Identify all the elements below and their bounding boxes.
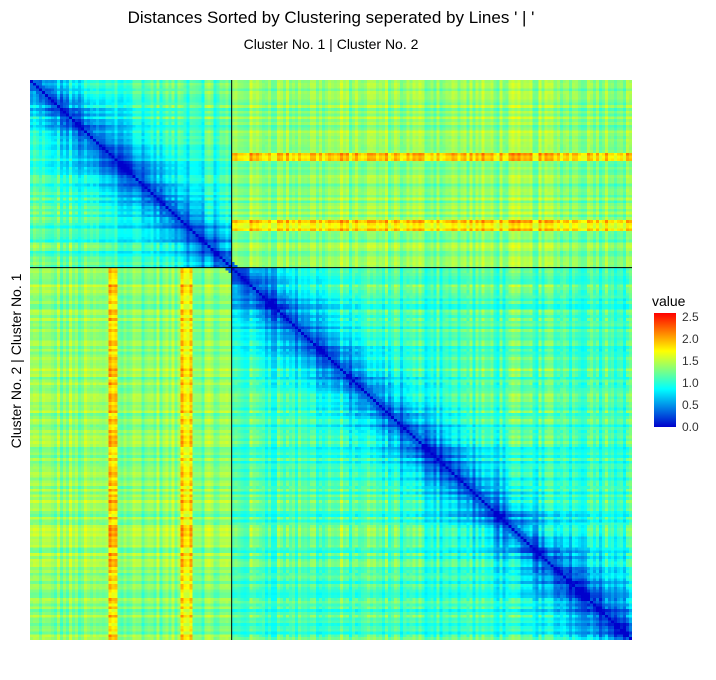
legend-tick-label: 0.0 xyxy=(682,420,699,434)
heatmap-cells xyxy=(30,80,632,640)
legend-tick-label: 0.5 xyxy=(682,398,699,413)
legend-title: value xyxy=(652,293,686,309)
y-axis-label: Cluster No. 2 | Cluster No. 1 xyxy=(8,273,24,449)
heatmap-plot xyxy=(30,80,632,640)
chart-subtitle: Cluster No. 1 | Cluster No. 2 xyxy=(243,36,419,52)
legend-tick-label: 2.0 xyxy=(682,332,699,347)
legend-tick-label: 1.5 xyxy=(682,354,699,369)
cluster-separators xyxy=(30,80,632,640)
legend-tick-label: 2.5 xyxy=(682,310,699,325)
chart-title: Distances Sorted by Clustering seperated… xyxy=(127,8,535,27)
color-legend: value 0.0 0.5 1.0 1.5 2.0 2.5 xyxy=(652,293,699,434)
legend-tick-label: 1.0 xyxy=(682,376,699,391)
legend-colorbar xyxy=(654,313,676,427)
